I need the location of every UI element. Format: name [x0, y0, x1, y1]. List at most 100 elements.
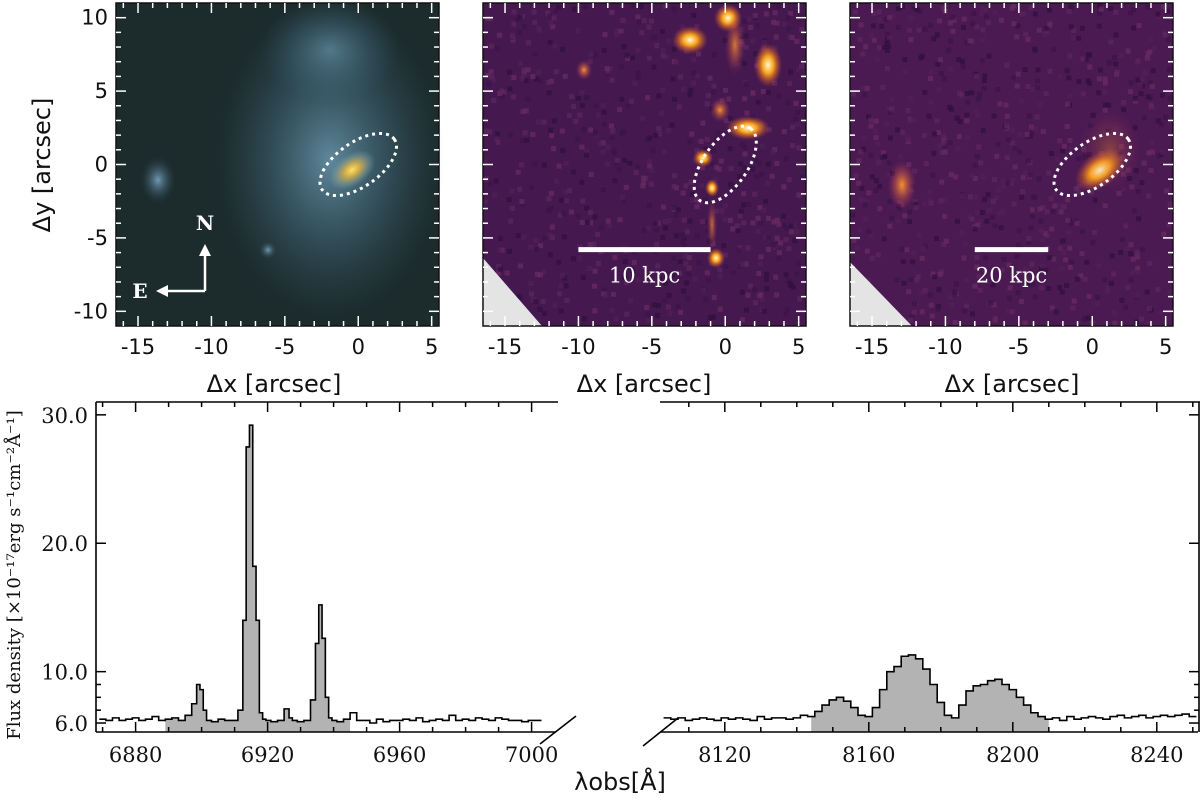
noise-pixel: [1049, 305, 1055, 311]
noise-pixel: [554, 178, 560, 184]
compass: N E: [132, 211, 214, 303]
noise-pixel: [1149, 84, 1155, 90]
noise-pixel: [672, 205, 678, 211]
noise-pixel: [516, 294, 522, 300]
x-tick-label: -10: [928, 335, 962, 359]
noise-pixel: [567, 188, 573, 194]
noise-pixel: [653, 220, 659, 226]
noise-pixel: [714, 164, 720, 170]
noise-pixel: [1119, 297, 1125, 303]
noise-pixel: [1010, 75, 1016, 81]
noise-pixel: [935, 61, 941, 67]
noise-pixel: [862, 216, 868, 222]
noise-pixel: [654, 227, 660, 233]
noise-pixel: [595, 232, 601, 238]
noise-pixel: [1114, 69, 1120, 75]
noise-pixel: [919, 309, 925, 315]
noise-pixel: [977, 288, 983, 294]
noise-pixel: [913, 201, 919, 207]
noise-pixel: [491, 98, 497, 104]
noise-pixel: [764, 286, 770, 292]
noise-pixel: [736, 247, 742, 253]
noise-pixel: [648, 181, 654, 187]
noise-pixel: [691, 80, 697, 86]
noise-pixel: [1080, 91, 1086, 97]
noise-pixel: [750, 90, 756, 96]
noise-pixel: [1014, 83, 1020, 89]
noise-pixel: [545, 10, 551, 16]
noise-pixel: [711, 89, 717, 95]
clump: [710, 98, 730, 122]
noise-pixel: [710, 161, 716, 167]
noise-pixel: [633, 170, 639, 176]
noise-pixel: [1025, 281, 1031, 287]
noise-pixel: [871, 10, 877, 16]
noise-pixel: [922, 201, 928, 207]
noise-pixel: [993, 194, 999, 200]
noise-pixel: [497, 32, 503, 38]
noise-pixel: [774, 292, 780, 298]
noise-pixel: [787, 69, 793, 75]
noise-pixel: [584, 95, 590, 101]
noise-pixel: [660, 204, 666, 210]
noise-pixel: [1163, 114, 1169, 120]
axis-break-mark: [539, 715, 577, 745]
noise-pixel: [781, 184, 787, 190]
noise-pixel: [913, 204, 919, 210]
noise-pixel: [627, 160, 633, 166]
noise-pixel: [1076, 189, 1082, 195]
noise-pixel: [1012, 145, 1018, 151]
noise-pixel: [647, 135, 653, 141]
noise-pixel: [1131, 7, 1137, 13]
noise-pixel: [787, 80, 793, 86]
noise-pixel: [1022, 320, 1028, 326]
noise-pixel: [1003, 102, 1009, 108]
noise-pixel: [982, 197, 988, 203]
noise-pixel: [748, 24, 754, 30]
noise-pixel: [911, 250, 917, 256]
noise-pixel: [1139, 180, 1145, 186]
noise-pixel: [728, 166, 734, 172]
x-tick-label: -5: [274, 335, 295, 359]
noise-pixel: [671, 6, 677, 12]
noise-pixel: [772, 10, 778, 16]
noise-pixel: [723, 203, 729, 209]
noise-pixel: [641, 18, 647, 24]
noise-pixel: [1134, 250, 1140, 256]
noise-pixel: [600, 103, 606, 109]
noise-pixel: [752, 191, 758, 197]
noise-pixel: [1165, 37, 1171, 43]
x-tick-label: 0: [352, 335, 365, 359]
noise-pixel: [1021, 11, 1027, 17]
noise-pixel: [976, 273, 982, 279]
noise-pixel: [683, 183, 689, 189]
noise-pixel: [727, 217, 733, 223]
noise-pixel: [1123, 304, 1129, 310]
noise-pixel: [742, 96, 748, 102]
noise-pixel: [862, 92, 868, 98]
noise-pixel: [1118, 52, 1124, 58]
noise-pixel: [614, 157, 620, 163]
noise-pixel: [981, 267, 987, 273]
noise-pixel: [707, 75, 713, 81]
noise-pixel: [739, 289, 745, 295]
noise-pixel: [641, 180, 647, 186]
noise-pixel: [1145, 94, 1151, 100]
noise-pixel: [515, 169, 521, 175]
noise-pixel: [532, 298, 538, 304]
noise-pixel: [959, 193, 965, 199]
noise-pixel: [1079, 251, 1085, 257]
noise-pixel: [1108, 39, 1114, 45]
noise-pixel: [511, 9, 517, 15]
noise-pixel: [1048, 150, 1054, 156]
noise-pixel: [1052, 191, 1058, 197]
noise-pixel: [579, 179, 585, 185]
noise-pixel: [730, 226, 736, 232]
noise-pixel: [663, 280, 669, 286]
noise-pixel: [990, 198, 996, 204]
noise-pixel: [1004, 62, 1010, 68]
noise-pixel: [635, 47, 641, 53]
noise-pixel: [907, 95, 913, 101]
noise-pixel: [948, 172, 954, 178]
spectrum-x-axis-title: λobs[Å]: [574, 767, 666, 796]
